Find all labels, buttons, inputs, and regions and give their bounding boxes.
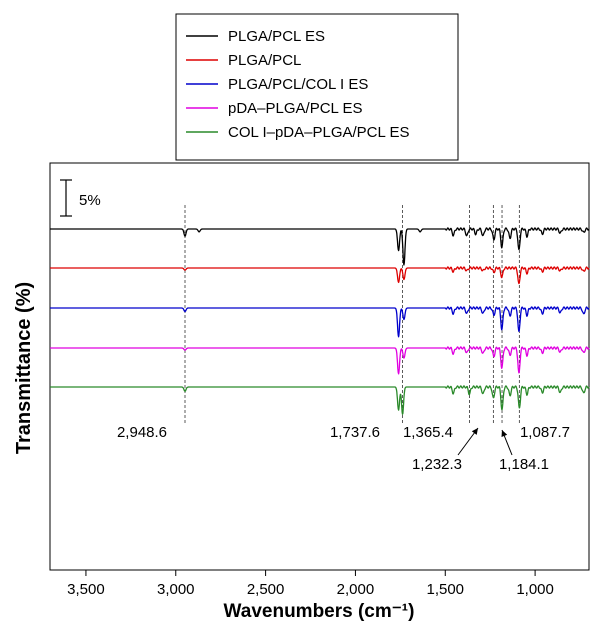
series-line-5 bbox=[50, 386, 589, 414]
x-axis-title: Wavenumbers (cm⁻¹) bbox=[224, 601, 415, 622]
scale-bar: 5% bbox=[60, 180, 101, 216]
plot-area: 3,500 3,000 2,500 2,000 1,500 1,000 2,948.6 1,… bbox=[50, 163, 589, 598]
annotation-arrowhead bbox=[472, 428, 478, 435]
peak-label: 1,737.6 bbox=[330, 424, 380, 441]
series-line-3 bbox=[50, 307, 589, 337]
series-line-1 bbox=[50, 228, 589, 265]
series-line-4 bbox=[50, 347, 589, 374]
legend-label-2: PLGA/PCL bbox=[228, 52, 301, 69]
x-tick-label: 3,000 bbox=[157, 581, 195, 598]
y-axis-title: Transmittance (%) bbox=[13, 282, 35, 454]
peak-label: 1,087.7 bbox=[520, 424, 570, 441]
peak-label: 1,184.1 bbox=[499, 456, 549, 473]
peak-label: 2,948.6 bbox=[117, 424, 167, 441]
peak-label: 1,232.3 bbox=[412, 456, 462, 473]
scale-bar-label: 5% bbox=[79, 192, 101, 209]
legend-label-5: COL I–pDA–PLGA/PCL ES bbox=[228, 124, 409, 141]
plot-frame bbox=[50, 163, 589, 570]
legend-label-1: PLGA/PCL ES bbox=[228, 28, 325, 45]
legend-label-3: PLGA/PCL/COL I ES bbox=[228, 76, 368, 93]
x-tick-label: 2,000 bbox=[337, 581, 375, 598]
x-tick-label: 2,500 bbox=[247, 581, 285, 598]
x-tick-label: 1,000 bbox=[516, 581, 554, 598]
peak-label: 1,365.4 bbox=[403, 424, 453, 441]
legend: PLGA/PCL ES PLGA/PCL PLGA/PCL/COL I ES pDA–… bbox=[176, 14, 458, 160]
x-tick-label: 3,500 bbox=[67, 581, 105, 598]
x-tick-label: 1,500 bbox=[426, 581, 464, 598]
legend-label-4: pDA–PLGA/PCL ES bbox=[228, 100, 363, 117]
series-line-2 bbox=[50, 267, 589, 284]
